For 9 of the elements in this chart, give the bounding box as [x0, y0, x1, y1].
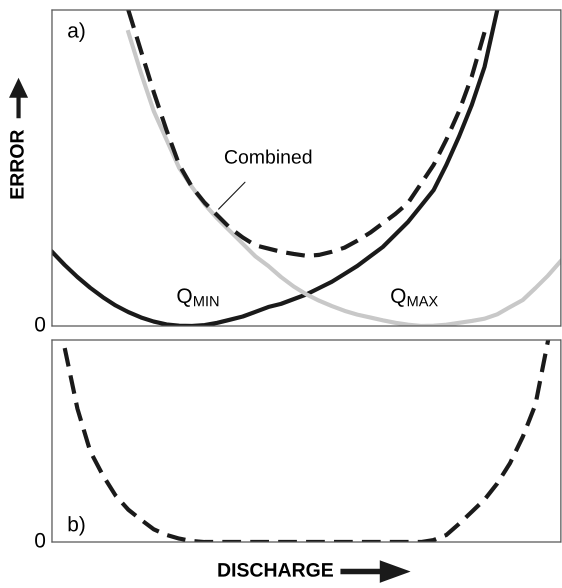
series-label: Q$_{MAX}$	[391, 288, 438, 307]
text: 0	[35, 316, 46, 332]
annotation: a)	[68, 22, 84, 42]
text: 0	[35, 532, 46, 548]
series-label: Q$_{MIN}$	[177, 288, 218, 307]
y-axis-title: ERROR	[10, 130, 24, 198]
annotation: b)	[68, 516, 84, 536]
x-axis-title: DISCHARGE	[218, 562, 333, 577]
text: Combined	[224, 149, 312, 164]
